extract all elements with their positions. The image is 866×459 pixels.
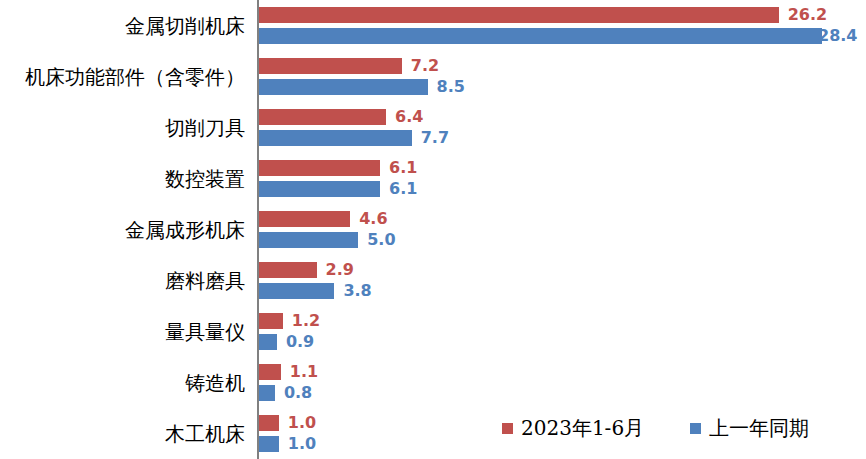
bar-prev-year (259, 28, 822, 44)
category-row: 量具量仪1.20.9 (0, 306, 866, 357)
plot-area: 金属切削机床26.228.4机床功能部件（含零件）7.28.5切削刀具6.47.… (0, 0, 866, 459)
legend-item-prev-year: 上一年同期 (690, 415, 809, 442)
category-row: 机床功能部件（含零件）7.28.5 (0, 51, 866, 102)
category-label: 铸造机 (0, 372, 257, 394)
bar-2023 (259, 58, 402, 74)
value-label: 0.8 (284, 384, 312, 402)
bar-line: 7.7 (259, 130, 866, 146)
bar-group: 7.28.5 (259, 58, 866, 95)
bar-group: 6.16.1 (259, 160, 866, 197)
bar-2023 (259, 364, 281, 380)
value-label: 1.2 (292, 312, 320, 330)
bar-group: 4.65.0 (259, 211, 866, 248)
bar-2023 (259, 313, 283, 329)
bar-line: 8.5 (259, 79, 866, 95)
bar-group: 1.20.9 (259, 313, 866, 350)
category-row: 磨料磨具2.93.8 (0, 255, 866, 306)
value-label: 1.0 (288, 435, 316, 453)
bar-group: 1.10.8 (259, 364, 866, 401)
value-label: 6.1 (389, 159, 417, 177)
value-label: 4.6 (359, 210, 387, 228)
bar-prev-year (259, 79, 428, 95)
bar-2023 (259, 109, 386, 125)
bar-2023 (259, 415, 279, 431)
category-row: 切削刀具6.47.7 (0, 102, 866, 153)
category-row: 铸造机1.10.8 (0, 357, 866, 408)
bar-2023 (259, 160, 380, 176)
bar-line: 6.1 (259, 160, 866, 176)
bar-group: 2.93.8 (259, 262, 866, 299)
value-label: 26.2 (788, 6, 827, 24)
category-row: 数控装置6.16.1 (0, 153, 866, 204)
bar-2023 (259, 211, 350, 227)
value-label: 6.1 (389, 180, 417, 198)
bar-line: 7.2 (259, 58, 866, 74)
red-swatch-icon (502, 423, 513, 434)
bar-line: 1.1 (259, 364, 866, 380)
category-row: 金属切削机床 26.2 28.4 (0, 0, 866, 51)
bar-line: 2.9 (259, 262, 866, 278)
legend-label: 2023年1-6月 (521, 415, 644, 442)
bar-line: 26.2 (259, 7, 866, 23)
category-label: 切削刀具 (0, 117, 257, 139)
bar-2023 (259, 262, 317, 278)
bar-group: 6.47.7 (259, 109, 866, 146)
bar-line: 4.6 (259, 211, 866, 227)
value-label: 7.2 (411, 57, 439, 75)
bar-line: 6.1 (259, 181, 866, 197)
bar-line: 1.2 (259, 313, 866, 329)
bar-line: 5.0 (259, 232, 866, 248)
value-label: 28.4 (818, 27, 857, 45)
bar-line: 0.8 (259, 385, 866, 401)
bar-line: 0.9 (259, 334, 866, 350)
value-label: 2.9 (326, 261, 354, 279)
value-label: 1.0 (288, 414, 316, 432)
category-label: 量具量仪 (0, 321, 257, 343)
bar-line: 28.4 (259, 28, 866, 44)
legend: 2023年1-6月 上一年同期 (502, 415, 809, 442)
bar-prev-year (259, 436, 279, 452)
value-label: 1.1 (290, 363, 318, 381)
bar-prev-year (259, 181, 380, 197)
value-label: 7.7 (421, 129, 449, 147)
category-label: 金属成形机床 (0, 219, 257, 241)
category-label: 金属切削机床 (0, 15, 257, 37)
value-label: 6.4 (395, 108, 423, 126)
category-label: 磨料磨具 (0, 270, 257, 292)
bar-2023 (259, 7, 779, 23)
bar-prev-year (259, 283, 334, 299)
bar-line: 6.4 (259, 109, 866, 125)
category-label: 机床功能部件（含零件） (0, 66, 257, 88)
legend-item-2023: 2023年1-6月 (502, 415, 644, 442)
value-label: 5.0 (367, 231, 395, 249)
bar-group: 26.2 28.4 (259, 7, 866, 44)
category-row: 金属成形机床4.65.0 (0, 204, 866, 255)
category-label: 木工机床 (0, 423, 257, 445)
category-label: 数控装置 (0, 168, 257, 190)
legend-label: 上一年同期 (709, 415, 809, 442)
bar-prev-year (259, 334, 277, 350)
value-label: 3.8 (343, 282, 371, 300)
bar-line: 3.8 (259, 283, 866, 299)
value-label: 8.5 (437, 78, 465, 96)
value-label: 0.9 (286, 333, 314, 351)
bar-prev-year (259, 385, 275, 401)
bar-chart: 金属切削机床26.228.4机床功能部件（含零件）7.28.5切削刀具6.47.… (0, 0, 866, 459)
blue-swatch-icon (690, 423, 701, 434)
bar-prev-year (259, 130, 412, 146)
bar-prev-year (259, 232, 358, 248)
